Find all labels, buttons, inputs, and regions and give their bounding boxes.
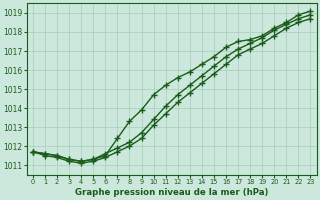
X-axis label: Graphe pression niveau de la mer (hPa): Graphe pression niveau de la mer (hPa) [75,188,268,197]
